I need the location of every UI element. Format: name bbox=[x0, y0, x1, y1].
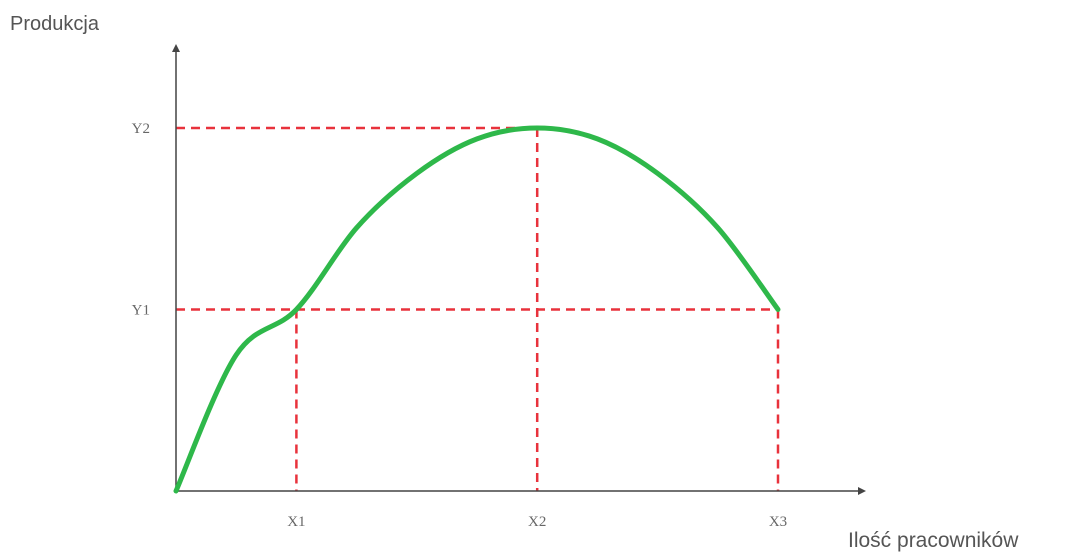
x-tick-label-x3: X3 bbox=[769, 514, 787, 530]
x-axis-title: Ilość pracowników bbox=[848, 529, 1019, 552]
y-tick-label-y2: Y2 bbox=[132, 121, 150, 137]
production-curve bbox=[173, 125, 781, 494]
y-tick-label-y1: Y1 bbox=[132, 303, 150, 319]
x-tick-label-x2: X2 bbox=[528, 514, 546, 530]
x-tick-label-x1: X1 bbox=[287, 514, 305, 530]
guide-lines bbox=[176, 126, 780, 491]
series bbox=[173, 125, 781, 494]
labels: Produkcja Ilość pracowników X1 X2 X3 Y1 Y2 bbox=[10, 13, 1019, 552]
x-axis-arrow-icon bbox=[858, 487, 866, 495]
y-axis-title: Produkcja bbox=[10, 13, 100, 35]
axes bbox=[172, 44, 866, 495]
y-axis-arrow-icon bbox=[172, 44, 180, 52]
